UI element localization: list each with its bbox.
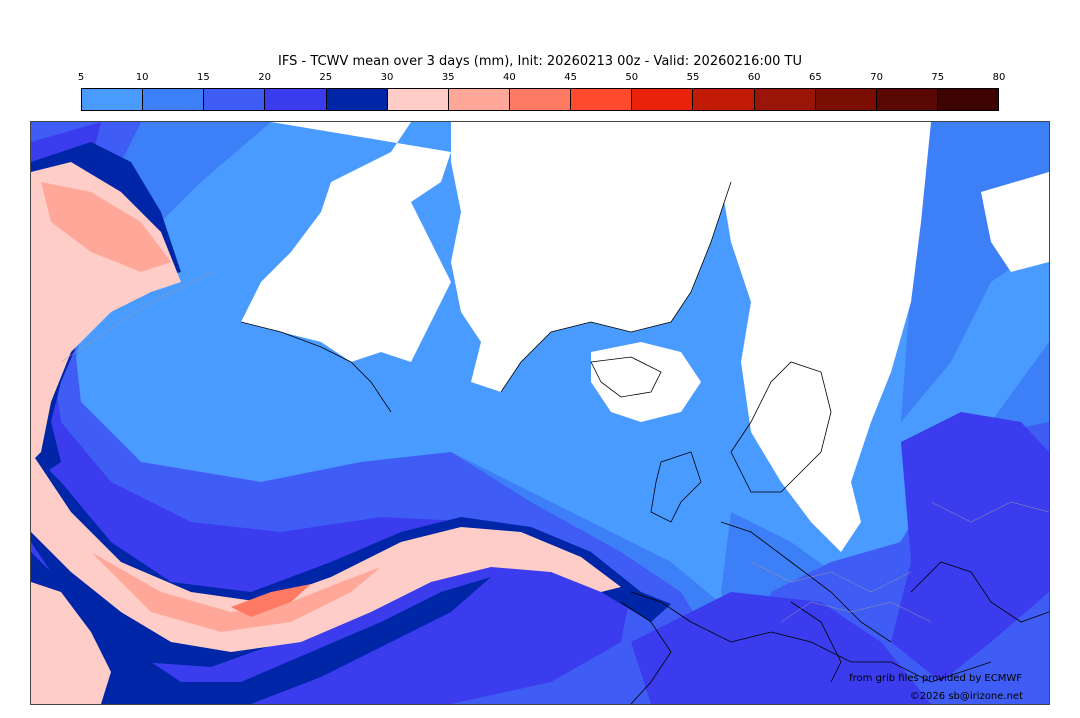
- colorbar-segment-12: [815, 89, 877, 110]
- colorbar-segment-0: [82, 89, 144, 110]
- source-credit: from grib files provided by ECMWF: [849, 673, 1022, 684]
- colorbar-segment-13: [876, 89, 938, 110]
- colorbar-segment-4: [326, 89, 388, 110]
- colorbar-tick-label: 20: [258, 72, 271, 83]
- colorbar-tick-label: 25: [319, 72, 333, 83]
- dry-iceland-region: [591, 342, 701, 422]
- colorbar-tick-label: 15: [197, 72, 210, 83]
- band-40-45-river-peak: [231, 584, 311, 617]
- colorbar-segment-7: [509, 89, 572, 110]
- colorbar-segment-6: [448, 89, 510, 110]
- colorbar-segment-8: [571, 89, 633, 110]
- country-borders: [60, 271, 1049, 623]
- colorbar-tick-label: 5: [77, 72, 85, 83]
- colorbar-tick-label: 55: [686, 72, 700, 83]
- copyright-credit: ©2026 sb@irizone.net: [909, 691, 1023, 702]
- colorbar-ticks: 5 10 15 20 25 30 35 40 45 50 55 60 65 70 75 80: [77, 72, 1006, 86]
- dry-scandinavia: [721, 122, 931, 552]
- band-20-25-med: [631, 592, 931, 704]
- colorbar-segment-1: [143, 89, 205, 110]
- colorbar-segment-9: [632, 89, 694, 110]
- colorbar-tick-label: 40: [503, 72, 516, 83]
- colorbar-tick-label: 65: [809, 72, 822, 83]
- dry-greenland: [451, 122, 731, 392]
- map-title: IFS - TCWV mean over 3 days (mm), Init: …: [278, 54, 802, 69]
- colorbar-segment-5: [387, 89, 449, 110]
- dry-arctic-canada: [241, 122, 451, 362]
- colorbar-tick-label: 50: [625, 72, 639, 83]
- colorbar-tick-label: 75: [931, 72, 945, 83]
- colorbar-tick-label: 60: [747, 72, 761, 83]
- coastlines: [240, 181, 1049, 704]
- tcwv-map: [30, 121, 1050, 705]
- colorbar-tick-label: 45: [564, 72, 577, 83]
- colorbar-segment-10: [693, 89, 755, 110]
- colorbar-tick-label: 10: [135, 72, 149, 83]
- colorbar-segment-14: [937, 89, 999, 110]
- colorbar-tick-label: 30: [380, 72, 394, 83]
- colorbar-segment-3: [265, 89, 327, 110]
- colorbar-segment-2: [204, 89, 266, 110]
- colorbar-tick-label: 80: [992, 72, 1006, 83]
- band-30-35-southwest: [31, 582, 111, 704]
- colorbar-tick-label: 70: [870, 72, 883, 83]
- colorbar: [81, 88, 999, 111]
- band-35-40-west-core: [41, 182, 171, 272]
- band-25-30-south: [31, 552, 491, 704]
- colorbar-segment-11: [754, 89, 816, 110]
- dry-siberia: [981, 172, 1049, 272]
- band-35-40-river-core: [91, 552, 381, 632]
- colorbar-tick-label: 35: [441, 72, 455, 83]
